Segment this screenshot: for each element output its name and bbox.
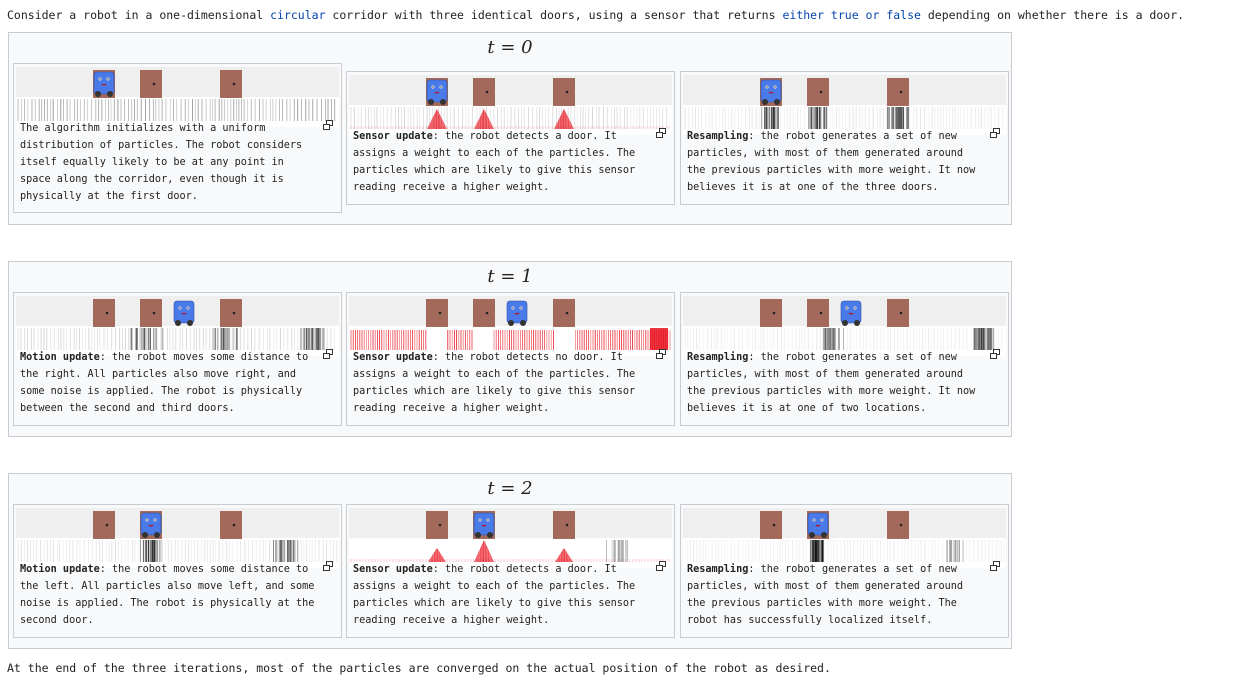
magnify-clip-icon[interactable]	[990, 128, 1000, 138]
panel-t2-motion: Motion update: the robot moves some dist…	[13, 504, 342, 638]
door-icon	[220, 511, 242, 539]
panel-caption: Sensor update: the robot detects no door…	[353, 352, 636, 414]
door-icon	[760, 511, 782, 539]
door-icon	[473, 78, 495, 106]
gallery-t0: t = 0 The algorithm initializes with a u…	[8, 32, 1012, 225]
robot-icon	[473, 512, 495, 538]
circular-link[interactable]: circular	[270, 8, 326, 22]
panel-caption: Sensor update: the robot detects a door.…	[353, 131, 636, 193]
panel-t1-resample: Resampling: the robot generates a set of…	[680, 292, 1009, 426]
door-icon	[760, 299, 782, 327]
particle-distribution	[350, 540, 670, 562]
particle-figure[interactable]	[349, 75, 672, 135]
magnify-clip-icon[interactable]	[990, 349, 1000, 359]
door-icon	[140, 70, 162, 98]
intro-text-3: depending on whether there is a door.	[920, 8, 1185, 22]
particle-distribution	[17, 328, 335, 350]
particle-distribution	[684, 328, 1002, 350]
door-icon	[220, 70, 242, 98]
gallery-t1: t = 1 Motion update: the robot moves som…	[8, 261, 1012, 437]
panel-t2-sensor: Sensor update: the robot detects a door.…	[346, 504, 675, 638]
particle-distribution	[17, 99, 336, 121]
door-icon	[887, 299, 909, 327]
particle-distribution	[17, 540, 338, 562]
magnify-clip-icon[interactable]	[656, 128, 666, 138]
panel-t2-resample: Resampling: the robot generates a set of…	[680, 504, 1009, 638]
particle-figure[interactable]	[683, 508, 1006, 568]
panel-caption: Resampling: the robot generates a set of…	[687, 352, 976, 414]
door-icon	[93, 299, 115, 327]
robot-icon	[140, 512, 162, 538]
door-icon	[553, 78, 575, 106]
door-icon	[887, 78, 909, 106]
boolean-link[interactable]: either true or false	[782, 8, 921, 22]
robot-icon	[760, 79, 782, 105]
panel-t1-sensor: Sensor update: the robot detects no door…	[346, 292, 675, 426]
magnify-clip-icon[interactable]	[990, 561, 1000, 571]
particle-figure[interactable]	[349, 508, 672, 568]
intro-text-1: Consider a robot in a one-dimensional	[7, 8, 271, 22]
panel-caption: Resampling: the robot generates a set of…	[687, 131, 976, 193]
particle-distribution	[350, 107, 670, 129]
panel-caption: The algorithm initializes with a uniform…	[20, 123, 303, 202]
robot-icon	[506, 300, 528, 326]
particle-figure[interactable]	[349, 296, 672, 356]
intro-text-2: corridor with three identical doors, usi…	[325, 8, 783, 22]
door-icon	[473, 299, 495, 327]
robot-icon	[93, 71, 115, 97]
particle-figure[interactable]	[683, 296, 1006, 356]
panel-t1-motion: Motion update: the robot moves some dist…	[13, 292, 342, 426]
robot-icon	[173, 300, 195, 326]
magnify-clip-icon[interactable]	[656, 561, 666, 571]
magnify-clip-icon[interactable]	[323, 349, 333, 359]
gallery-title: t = 0	[487, 37, 533, 58]
door-icon	[553, 511, 575, 539]
particle-distribution	[684, 540, 1005, 562]
panel-t0-init: The algorithm initializes with a uniform…	[13, 63, 342, 213]
magnify-clip-icon[interactable]	[323, 561, 333, 571]
door-icon	[220, 299, 242, 327]
panel-t0-resample: Resampling: the robot generates a set of…	[680, 71, 1009, 205]
particle-figure[interactable]	[16, 296, 339, 356]
gallery-t2: t = 2 Motion update: the robot moves som…	[8, 473, 1012, 649]
door-icon	[93, 511, 115, 539]
door-icon	[807, 299, 829, 327]
robot-icon	[840, 300, 862, 326]
door-icon	[553, 299, 575, 327]
panel-t0-sensor: Sensor update: the robot detects a door.…	[346, 71, 675, 205]
magnify-clip-icon[interactable]	[323, 120, 333, 130]
robot-icon	[426, 79, 448, 105]
door-icon	[807, 78, 829, 106]
particle-distribution	[350, 328, 671, 350]
magnify-clip-icon[interactable]	[656, 349, 666, 359]
outro-paragraph: At the end of the three iterations, most…	[7, 661, 831, 675]
gallery-title: t = 2	[487, 478, 533, 499]
particle-distribution	[684, 107, 1004, 129]
panel-caption: Sensor update: the robot detects a door.…	[353, 564, 636, 626]
particle-figure[interactable]	[683, 75, 1006, 135]
robot-icon	[807, 512, 829, 538]
door-icon	[426, 299, 448, 327]
gallery-title: t = 1	[487, 266, 533, 287]
door-icon	[140, 299, 162, 327]
door-icon	[887, 511, 909, 539]
particle-figure[interactable]	[16, 67, 339, 127]
particle-figure[interactable]	[16, 508, 339, 568]
intro-paragraph: Consider a robot in a one-dimensional ci…	[7, 8, 1184, 22]
panel-caption: Motion update: the robot moves some dist…	[20, 564, 315, 626]
door-icon	[426, 511, 448, 539]
panel-caption: Resampling: the robot generates a set of…	[687, 564, 964, 626]
panel-caption: Motion update: the robot moves some dist…	[20, 352, 309, 414]
